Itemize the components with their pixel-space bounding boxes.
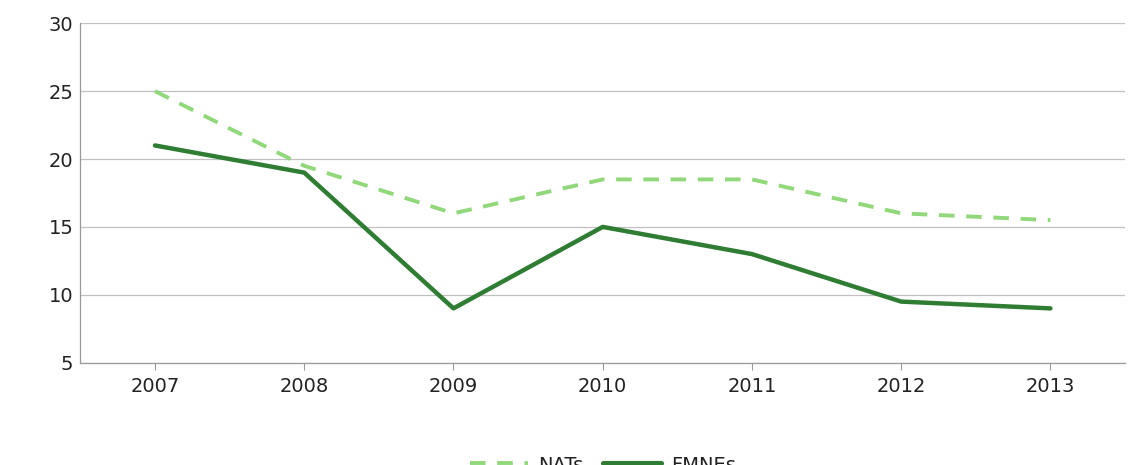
FMNEs — [447, 306, 460, 311]
FMNEs — [148, 143, 162, 148]
NATs — [745, 177, 759, 182]
FMNEs — [596, 224, 610, 230]
FMNEs — [894, 299, 908, 305]
FMNEs — [1044, 306, 1057, 311]
Line: FMNEs: FMNEs — [155, 146, 1050, 308]
NATs — [297, 163, 311, 169]
FMNEs — [297, 170, 311, 175]
Legend: NATs, FMNEs: NATs, FMNEs — [463, 447, 743, 465]
NATs — [596, 177, 610, 182]
NATs — [148, 88, 162, 94]
NATs — [894, 211, 908, 216]
NATs — [447, 211, 460, 216]
NATs — [1044, 217, 1057, 223]
Line: NATs: NATs — [155, 91, 1050, 220]
FMNEs — [745, 251, 759, 257]
